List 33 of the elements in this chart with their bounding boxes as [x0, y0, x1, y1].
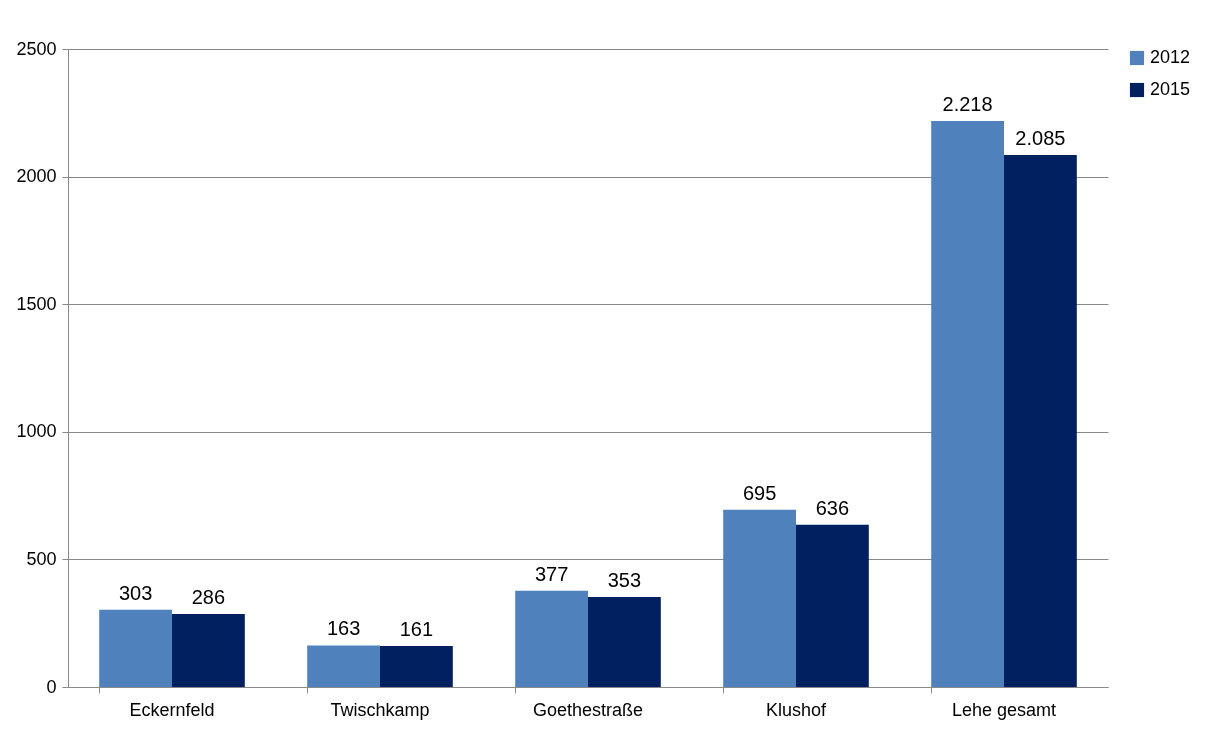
- x-tick-label: Goethestraße: [532, 699, 644, 720]
- y-tick-label: 2500: [16, 38, 57, 59]
- data-label: 163: [326, 617, 361, 640]
- x-tick-label: Twischkamp: [330, 699, 430, 720]
- data-label: 286: [191, 586, 226, 609]
- data-label: 2.218: [942, 92, 993, 115]
- bar: [99, 609, 172, 687]
- y-tick-label: 0: [46, 676, 57, 697]
- y-tick-label: 2000: [16, 166, 57, 187]
- data-label: 2.085: [1015, 126, 1066, 149]
- bar: [931, 120, 1004, 687]
- bar: [515, 590, 588, 687]
- x-tick-label: Eckernfeld: [129, 699, 215, 720]
- data-label: 377: [534, 562, 569, 585]
- y-tick-label: 500: [26, 548, 57, 569]
- bar: [380, 645, 453, 687]
- bar: [723, 509, 796, 687]
- bar: [172, 614, 245, 687]
- data-label: 353: [607, 568, 642, 591]
- y-tick-label: 1500: [16, 293, 57, 314]
- bar: [796, 524, 869, 687]
- legend-label: 2012: [1150, 47, 1191, 67]
- y-tick-label: 1000: [16, 421, 57, 442]
- data-label: 161: [399, 617, 434, 640]
- data-label: 303: [118, 581, 153, 604]
- bar: [588, 596, 661, 687]
- legend-label: 2015: [1150, 79, 1191, 99]
- bar: [1004, 154, 1077, 687]
- bar: [307, 645, 380, 687]
- x-tick-label: Lehe gesamt: [951, 699, 1057, 720]
- data-label: 636: [815, 496, 850, 519]
- data-label: 695: [742, 481, 777, 504]
- x-tick-label: Klushof: [765, 699, 828, 720]
